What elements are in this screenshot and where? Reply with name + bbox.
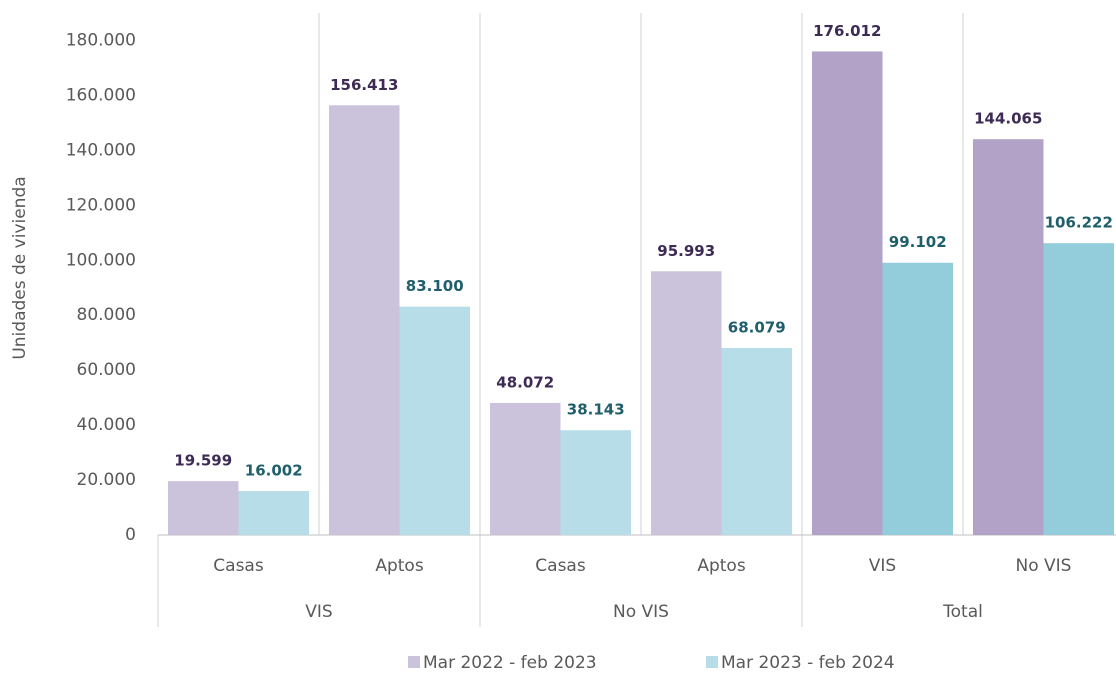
bar [812, 51, 883, 536]
x-tick-label: Casas [535, 556, 586, 576]
y-tick-label: 160.000 [66, 85, 136, 105]
bar [1043, 243, 1114, 535]
bar [399, 306, 470, 535]
value-label: 19.599 [174, 452, 232, 470]
value-label: 156.413 [330, 76, 398, 94]
value-label: 38.143 [567, 401, 625, 419]
y-tick-label: 20.000 [77, 470, 136, 490]
bar [721, 347, 792, 535]
value-label: 95.993 [657, 242, 715, 260]
bar [973, 139, 1044, 535]
value-label: 48.072 [496, 373, 554, 391]
y-tick-label: 100.000 [66, 250, 136, 270]
value-label: 176.012 [813, 22, 881, 40]
value-label: 16.002 [245, 462, 303, 480]
bar [329, 105, 400, 535]
group-label: No VIS [613, 602, 669, 622]
group-label: Total [942, 602, 983, 622]
bar [882, 262, 953, 535]
y-tick-label: 0 [125, 525, 136, 545]
bar [560, 430, 631, 535]
x-tick-label: Casas [213, 556, 264, 576]
y-tick-label: 140.000 [66, 140, 136, 160]
value-label: 144.065 [974, 110, 1042, 128]
x-tick-label: VIS [869, 556, 896, 576]
legend-label: Mar 2022 - feb 2023 [423, 653, 597, 673]
bar [238, 491, 309, 535]
x-tick-label: Aptos [375, 556, 423, 576]
bar [168, 481, 239, 535]
value-label: 106.222 [1045, 214, 1113, 232]
y-tick-label: 120.000 [66, 195, 136, 215]
value-label: 83.100 [406, 277, 464, 295]
y-tick-label: 40.000 [77, 415, 136, 435]
y-tick-label: 80.000 [77, 305, 136, 325]
x-tick-label: No VIS [1016, 556, 1072, 576]
y-axis-label: Unidades de vivienda [10, 176, 30, 359]
value-label: 99.102 [889, 233, 947, 251]
x-tick-label: Aptos [697, 556, 745, 576]
y-tick-label: 60.000 [77, 360, 136, 380]
group-label: VIS [305, 602, 332, 622]
legend-swatch [706, 656, 718, 668]
y-tick-label: 180.000 [66, 30, 136, 50]
legend-swatch [408, 656, 420, 668]
bar [651, 271, 722, 535]
legend-label: Mar 2023 - feb 2024 [721, 653, 895, 673]
bar [490, 402, 561, 535]
value-label: 68.079 [728, 318, 786, 336]
